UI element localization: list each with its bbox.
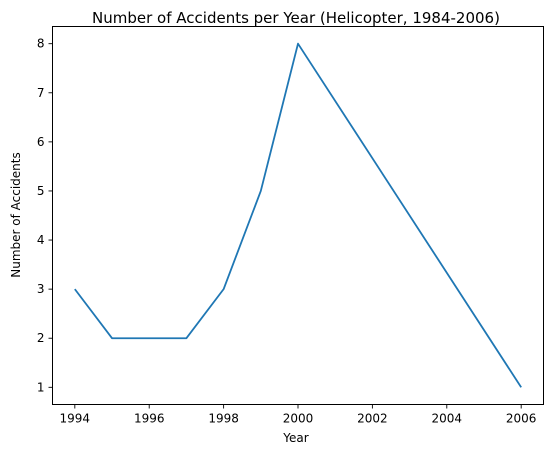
x-tick-label: 2004 [432,412,463,426]
x-tick-label: 2006 [506,412,537,426]
x-axis: 1994 1996 1998 2000 2002 2004 2006 [60,404,537,426]
series-layer [74,42,522,388]
x-tick-label: 2002 [357,412,388,426]
y-axis-label: Number of Accidents [9,152,23,278]
y-tick-label: 1 [37,380,45,394]
y-axis: 1 2 3 4 5 6 7 8 [37,37,53,394]
y-tick-label: 7 [37,86,45,100]
x-axis-label: Year [282,431,308,445]
y-tick-label: 2 [37,331,45,345]
y-tick-label: 5 [37,184,45,198]
x-tick-label: 2000 [283,412,314,426]
y-tick-label: 6 [37,135,45,149]
y-tick-label: 3 [37,282,45,296]
x-tick-label: 1998 [208,412,239,426]
x-tick-label: 1996 [134,412,165,426]
y-tick-label: 4 [37,233,45,247]
y-tick-label: 8 [37,37,45,51]
axes-frame [52,26,544,405]
plot-area: 1994 1996 1998 2000 2002 2004 2006 1 2 3 4 5 6 7 8 [37,26,544,426]
x-tick-label: 1994 [60,412,91,426]
chart-title: Number of Accidents per Year (Helicopter… [92,9,500,27]
series-line [74,42,522,388]
